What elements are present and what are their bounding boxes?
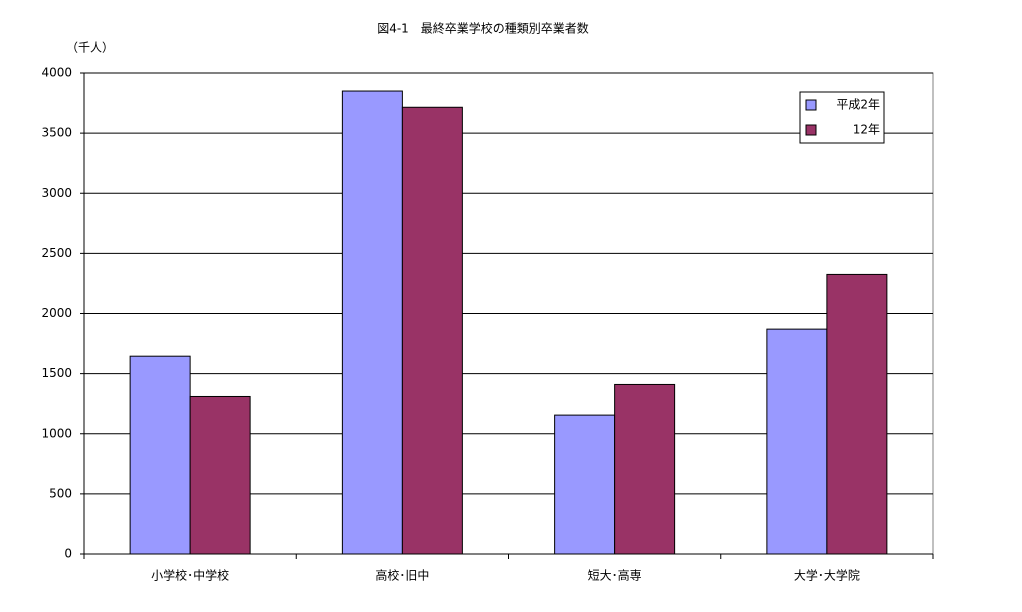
bar — [341, 90, 403, 555]
x-tick-label: 小学校･中学校 — [151, 568, 229, 583]
legend-swatch — [805, 99, 817, 111]
y-tick-label: 3500 — [41, 126, 72, 140]
y-axis-label: （千人） — [66, 41, 114, 55]
y-tick-label: 2500 — [41, 246, 72, 260]
bar — [614, 383, 676, 555]
y-tick-label: 1000 — [41, 426, 72, 440]
bar — [129, 355, 191, 555]
bar — [766, 328, 828, 555]
legend-label: 12年 — [853, 123, 880, 137]
x-tick-label: 大学･大学院 — [794, 568, 860, 583]
chart-title: 図4-1 最終卒業学校の種類別卒業者数 — [377, 21, 589, 36]
y-tick-label: 500 — [49, 486, 72, 500]
legend-label: 平成2年 — [836, 98, 880, 112]
bar — [401, 106, 463, 555]
x-tick-label: 高校･旧中 — [375, 568, 429, 583]
legend-swatch — [805, 124, 817, 136]
y-tick-label: 4000 — [41, 66, 72, 80]
y-tick-label: 1500 — [41, 366, 72, 380]
y-tick-label: 2000 — [41, 306, 72, 320]
y-tick-label: 0 — [64, 547, 72, 561]
y-tick-label: 3000 — [41, 186, 72, 200]
bar — [189, 395, 251, 555]
bar — [826, 273, 888, 555]
x-tick-label: 短大･高専 — [588, 568, 642, 583]
bar — [554, 414, 616, 555]
